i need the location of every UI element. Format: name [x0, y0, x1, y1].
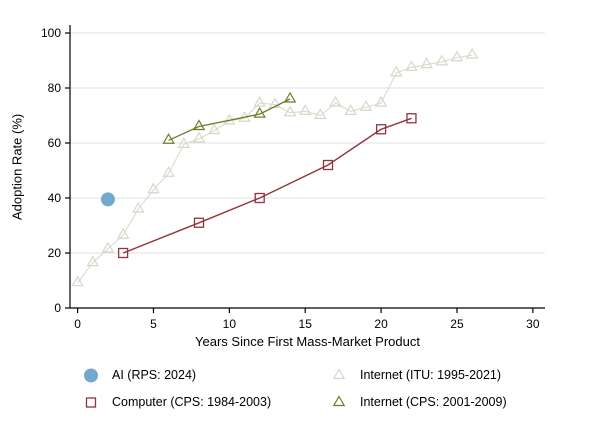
triangle-marker	[390, 65, 403, 77]
square-legend-icon	[85, 397, 97, 408]
x-tick-label: 15	[299, 317, 313, 331]
square-marker	[117, 247, 129, 259]
triangle-marker	[207, 123, 221, 135]
legend-label: Internet (ITU: 1995-2021)	[360, 368, 502, 382]
y-tick-label: 60	[48, 136, 62, 150]
triangle-marker	[283, 105, 297, 117]
x-tick-label: 30	[526, 317, 540, 331]
triangle-legend-icon	[332, 395, 346, 407]
y-tick-label: 20	[48, 246, 62, 260]
triangle-legend-icon	[332, 368, 346, 380]
series-internet-cps	[162, 91, 297, 144]
triangle-marker	[374, 95, 388, 107]
x-axis-title: Years Since First Mass-Market Product	[195, 334, 420, 349]
triangle-marker	[329, 95, 342, 107]
triangle-marker	[332, 368, 346, 380]
square-marker	[406, 113, 417, 124]
square-marker	[193, 217, 205, 228]
square-marker	[322, 159, 334, 171]
plot-area: 0 20 40 60 80 100 0 5 10 15 20 25 30	[41, 25, 545, 331]
triangle-marker	[192, 119, 206, 131]
y-tick-label: 100	[41, 26, 61, 40]
triangle-marker	[132, 201, 145, 213]
circle-marker	[84, 368, 98, 383]
legend-label: Internet (CPS: 2001-2009)	[360, 395, 507, 409]
legend: AI (RPS: 2024) Internet (ITU: 1995-2021) C…	[78, 366, 564, 411]
series-line	[77, 54, 473, 284]
legend-item-internet-itu: Internet (ITU: 1995-2021)	[326, 366, 564, 384]
triangle-marker	[177, 137, 191, 148]
triangle-marker	[420, 57, 433, 69]
triangle-marker	[283, 91, 297, 103]
triangle-marker	[71, 275, 84, 287]
legend-item-computer-cps: Computer (CPS: 1984-2003)	[78, 393, 326, 411]
x-tick-label: 5	[150, 317, 157, 331]
triangle-marker	[435, 54, 449, 66]
triangle-marker	[253, 106, 266, 118]
legend-label: Computer (CPS: 1984-2003)	[112, 395, 272, 409]
x-tick-label: 25	[450, 317, 464, 331]
x-tick-label: 10	[223, 317, 237, 331]
series-line	[168, 98, 291, 141]
triangle-marker	[101, 241, 115, 253]
triangle-marker	[450, 50, 464, 62]
circle-marker	[100, 192, 115, 207]
y-axis-title: Adoption Rate (%)	[9, 113, 25, 220]
series-ai-rps	[100, 192, 115, 207]
square-marker	[85, 397, 97, 408]
series-computer-cps	[117, 113, 417, 259]
triangle-marker	[147, 182, 160, 194]
x-tick-label: 20	[374, 317, 388, 331]
legend-item-internet-cps: Internet (CPS: 2001-2009)	[326, 393, 564, 411]
triangle-marker	[344, 104, 358, 115]
y-tick-label: 40	[48, 191, 62, 205]
legend-label: AI (RPS: 2024)	[112, 368, 197, 382]
triangle-marker	[465, 47, 479, 59]
legend-item-ai-rps: AI (RPS: 2024)	[78, 366, 326, 384]
x-tick-label: 0	[74, 317, 81, 331]
triangle-marker	[116, 227, 130, 239]
triangle-marker	[162, 166, 175, 177]
circle-legend-icon	[84, 368, 98, 383]
triangle-marker	[298, 104, 312, 115]
triangle-marker	[314, 108, 327, 120]
y-tick-label: 0	[54, 301, 61, 315]
y-tick-label: 80	[48, 81, 62, 95]
series-internet-itu	[71, 47, 479, 287]
triangle-marker	[332, 395, 346, 407]
triangle-marker	[268, 97, 282, 109]
square-marker	[375, 124, 387, 135]
triangle-marker	[86, 255, 100, 267]
triangle-marker	[405, 60, 418, 71]
square-marker	[254, 192, 265, 204]
triangle-marker	[253, 95, 266, 107]
triangle-marker	[192, 131, 206, 143]
triangle-marker	[359, 100, 373, 111]
triangle-marker	[162, 133, 175, 144]
